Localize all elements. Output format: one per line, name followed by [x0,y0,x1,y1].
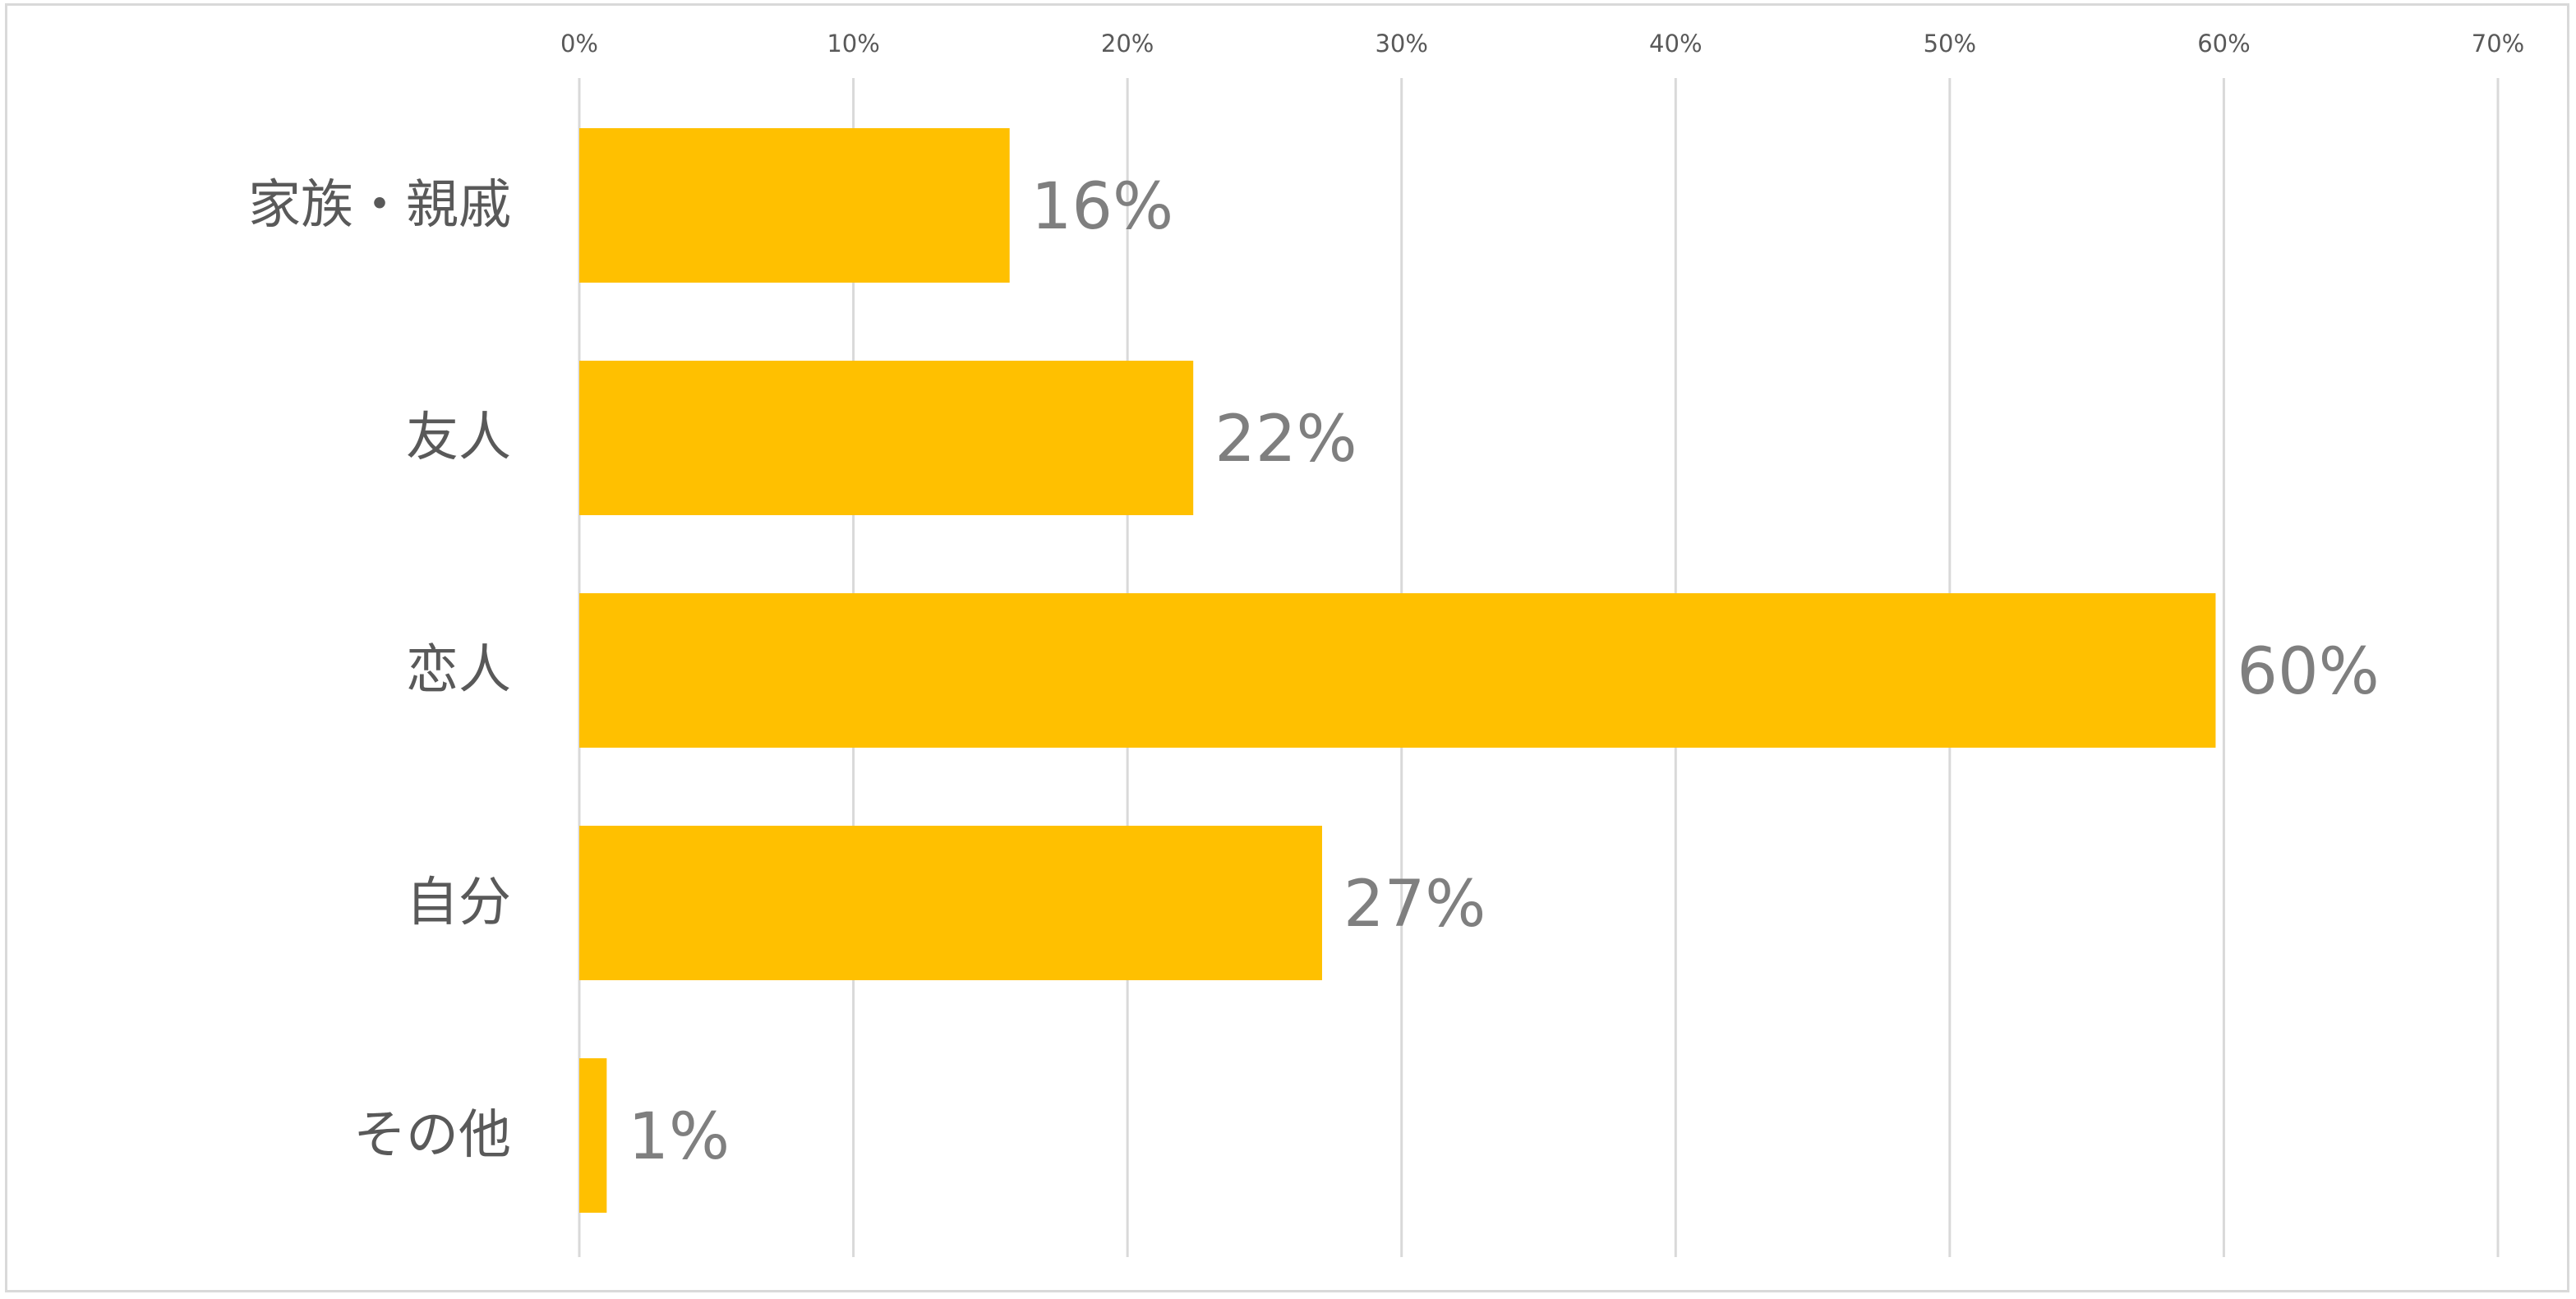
data-labels: 16% 22% 60% 27% 1% [628,170,2379,1174]
x-tick-label: 20% [1101,30,1154,58]
x-tick-label: 10% [827,30,879,58]
x-tick-label: 60% [2197,30,2250,58]
bars [579,128,2216,1213]
bar [579,361,1194,515]
x-tick-label: 40% [1649,30,1702,58]
data-label: 27% [1343,868,1486,942]
x-tick-label: 0% [560,30,598,58]
data-label: 1% [628,1100,730,1174]
bar [579,593,2216,748]
category-label: 家族・親戚 [248,175,511,236]
bar [579,826,1322,980]
category-label: 自分 [406,873,511,933]
x-tick-label: 30% [1375,30,1427,58]
data-label: 22% [1214,403,1357,477]
data-label: 16% [1031,170,1173,244]
bar [579,1058,607,1213]
bar [579,128,1010,283]
category-label: 友人 [406,408,511,468]
x-tick-label: 70% [2472,30,2524,58]
x-axis-tick-labels: 0% 10% 20% 30% 40% 50% 60% 70% [560,30,2524,58]
category-label: その他 [353,1105,511,1166]
data-label: 60% [2237,635,2379,709]
x-tick-label: 50% [1924,30,1976,58]
category-label: 恋人 [406,640,511,701]
